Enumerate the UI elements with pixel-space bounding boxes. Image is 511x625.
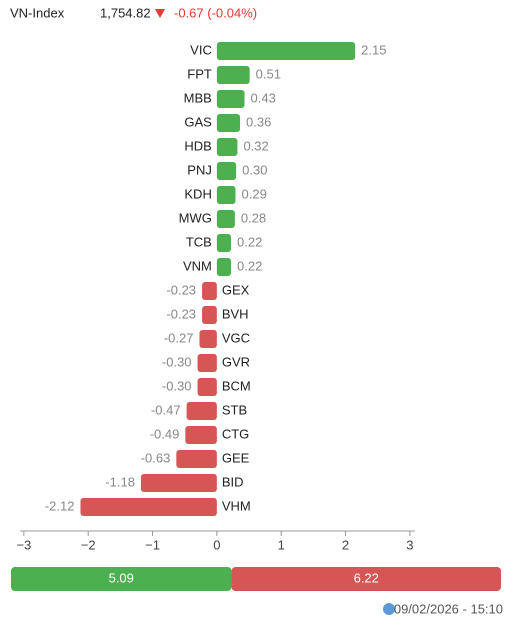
x-tick-label: −1 [145, 537, 160, 552]
bar [140, 474, 217, 492]
value-label: -0.30 [162, 378, 192, 393]
value-label: -1.18 [105, 474, 135, 489]
bar [197, 354, 217, 372]
value-label: 2.15 [361, 42, 386, 57]
category-label: BCM [222, 378, 251, 393]
category-label: HDB [184, 138, 211, 153]
category-label: VHM [222, 498, 251, 513]
index-value: 1,754.82 [100, 5, 151, 20]
bar [216, 138, 238, 156]
index-name: VN-Index [10, 5, 65, 20]
category-label: VIC [190, 42, 212, 57]
category-label: PNJ [187, 162, 212, 177]
value-label: -2.12 [45, 498, 75, 513]
bar [216, 66, 250, 84]
category-label: GVR [222, 354, 250, 369]
bar [202, 306, 217, 324]
bar [216, 162, 237, 180]
bar [199, 330, 217, 348]
category-label: MWG [179, 210, 212, 225]
category-label: BID [222, 474, 244, 489]
value-label: 0.30 [242, 162, 267, 177]
value-label: 0.32 [243, 138, 268, 153]
down-arrow [155, 9, 165, 18]
bar [216, 258, 232, 276]
value-label: -0.47 [151, 402, 181, 417]
x-tick-label: 3 [406, 537, 413, 552]
value-label: -0.27 [164, 330, 194, 345]
bar [216, 186, 236, 204]
category-label: CTG [222, 426, 249, 441]
x-tick-label: −3 [16, 537, 31, 552]
x-tick-label: 1 [278, 537, 285, 552]
x-tick-label: −2 [81, 537, 96, 552]
category-label: GEX [222, 282, 250, 297]
timestamp: 09/02/2026 - 15:10 [394, 601, 503, 616]
value-label: 0.43 [251, 90, 276, 105]
bar [216, 42, 356, 60]
value-label: 0.29 [242, 186, 267, 201]
value-label: 0.28 [241, 210, 266, 225]
index-change: -0.67 (-0.04%) [174, 5, 257, 20]
bar [202, 282, 217, 300]
category-label: VGC [222, 330, 250, 345]
globe-icon [383, 603, 395, 615]
summary-negative [231, 567, 501, 591]
value-label: -0.30 [162, 354, 192, 369]
value-label: 0.36 [246, 114, 271, 129]
summary-negative-label: 6.22 [354, 570, 379, 585]
bar [216, 210, 235, 228]
value-label: 0.51 [256, 66, 281, 81]
x-tick-label: 2 [342, 537, 349, 552]
summary-positive-label: 5.09 [109, 570, 134, 585]
category-label: GAS [184, 114, 212, 129]
category-label: BVH [222, 306, 249, 321]
value-label: -0.23 [166, 306, 196, 321]
bar [80, 498, 217, 516]
bar [216, 234, 232, 252]
category-label: VNM [183, 258, 212, 273]
category-label: TCB [186, 234, 212, 249]
bar [216, 90, 245, 108]
value-label: 0.22 [237, 258, 262, 273]
bar [176, 450, 217, 468]
value-label: -0.63 [141, 450, 171, 465]
category-label: KDH [184, 186, 211, 201]
summary-positive [11, 567, 232, 591]
bar [186, 402, 217, 420]
bar [197, 378, 217, 396]
x-tick-label: 0 [213, 537, 220, 552]
value-label: 0.22 [237, 234, 262, 249]
value-label: -0.23 [166, 282, 196, 297]
value-label: -0.49 [150, 426, 180, 441]
category-label: FPT [187, 66, 212, 81]
bar [185, 426, 217, 444]
category-label: GEE [222, 450, 250, 465]
category-label: MBB [184, 90, 212, 105]
bar [216, 114, 241, 132]
category-label: STB [222, 402, 247, 417]
